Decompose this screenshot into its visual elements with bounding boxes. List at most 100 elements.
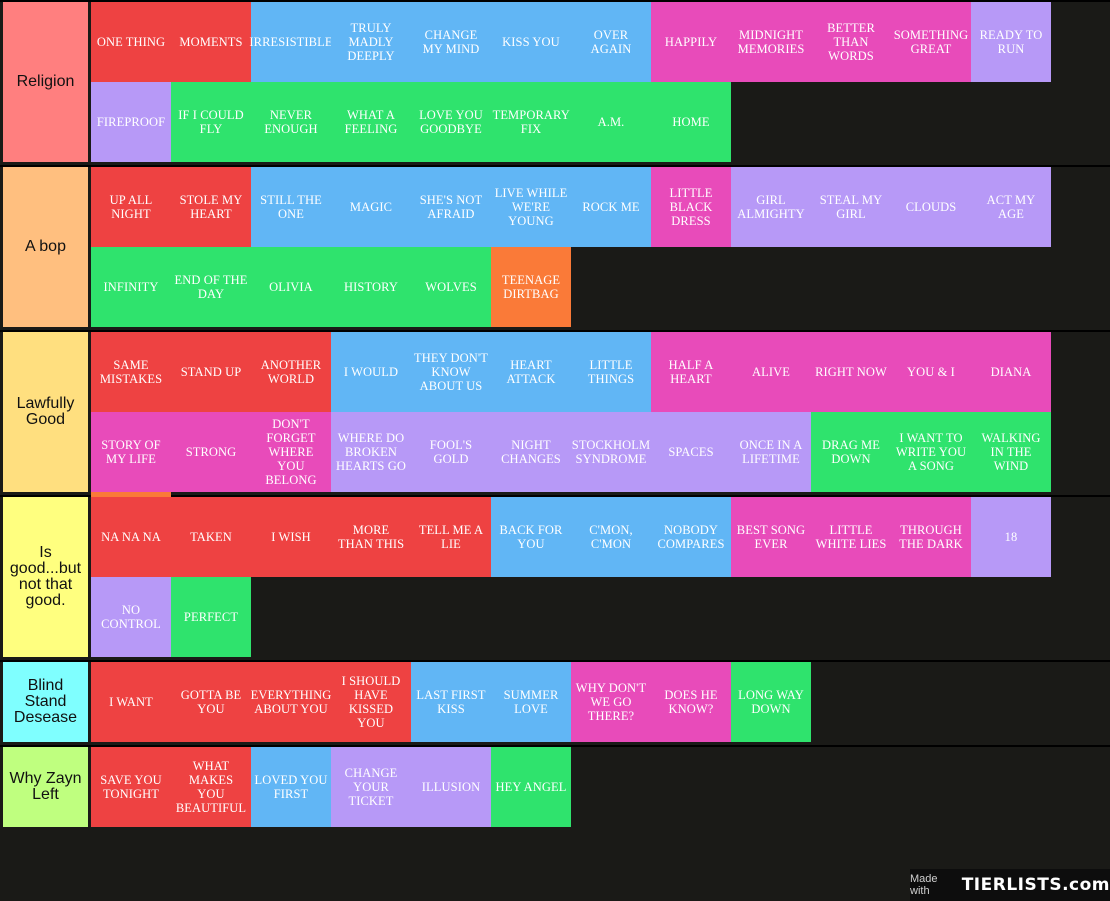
song-tile[interactable]: HOME <box>651 82 731 162</box>
song-tile[interactable]: KISS YOU <box>491 2 571 82</box>
song-tile[interactable]: INFINITY <box>91 247 171 327</box>
song-tile[interactable]: STORY OF MY LIFE <box>91 412 171 492</box>
song-tile[interactable]: LITTLE BLACK DRESS <box>651 167 731 247</box>
song-tile[interactable]: DON'T FORGET WHERE YOU BELONG <box>251 412 331 492</box>
song-tile[interactable]: BEST SONG EVER <box>731 497 811 577</box>
song-tile[interactable]: TEMPORARY FIX <box>491 82 571 162</box>
song-tile[interactable]: I WISH <box>251 497 331 577</box>
song-tile[interactable]: NIGHT CHANGES <box>491 412 571 492</box>
song-tile[interactable]: PERFECT <box>171 577 251 657</box>
song-tile[interactable]: HEART ATTACK <box>491 332 571 412</box>
tier-label[interactable]: Lawfully Good <box>3 332 88 492</box>
song-tile[interactable]: LOVE YOU GOODBYE <box>411 82 491 162</box>
song-tile[interactable]: WHY DON'T WE GO THERE? <box>571 662 651 742</box>
song-tile[interactable]: I WANT TO WRITE YOU A SONG <box>891 412 971 492</box>
song-tile[interactable]: NO CONTROL <box>91 577 171 657</box>
song-tile[interactable]: CHANGE MY MIND <box>411 2 491 82</box>
song-tile[interactable]: SUMMER LOVE <box>491 662 571 742</box>
song-tile[interactable]: A.M. <box>571 82 651 162</box>
song-tile[interactable]: ONE THING <box>91 2 171 82</box>
song-tile[interactable]: YOU & I <box>891 332 971 412</box>
song-tile[interactable]: LONG WAY DOWN <box>731 662 811 742</box>
song-tile[interactable]: CLOUDS <box>891 167 971 247</box>
song-tile[interactable]: ILLUSION <box>411 747 491 827</box>
song-tile[interactable]: READY TO RUN <box>971 2 1051 82</box>
song-tile[interactable]: LITTLE THINGS <box>571 332 651 412</box>
song-tile[interactable]: FOOL'S GOLD <box>411 412 491 492</box>
song-tile[interactable]: WOLVES <box>411 247 491 327</box>
song-tile[interactable]: GIRL ALMIGHTY <box>731 167 811 247</box>
song-tile[interactable]: IRRESISTIBLE <box>249 2 332 82</box>
song-tile[interactable]: LIVE WHILE WE'RE YOUNG <box>491 167 571 247</box>
song-tile[interactable]: THROUGH THE DARK <box>891 497 971 577</box>
song-tile[interactable]: ALIVE <box>731 332 811 412</box>
song-tile[interactable]: MOMENTS <box>171 2 251 82</box>
song-tile[interactable]: UP ALL NIGHT <box>91 167 171 247</box>
song-tile[interactable]: FIREPROOF <box>91 82 171 162</box>
song-tile[interactable]: SOMETHING GREAT <box>891 2 971 82</box>
song-tile[interactable]: GOTTA BE YOU <box>171 662 251 742</box>
tier-label[interactable]: Blind Stand Desease <box>3 662 88 742</box>
song-tile[interactable]: SPACES <box>651 412 731 492</box>
song-tile[interactable]: HEY ANGEL <box>491 747 571 827</box>
song-tile[interactable]: SAVE YOU TONIGHT <box>91 747 171 827</box>
song-tile[interactable]: NOBODY COMPARES <box>651 497 731 577</box>
song-tile[interactable]: HISTORY <box>331 247 411 327</box>
song-tile[interactable]: TELL ME A LIE <box>411 497 491 577</box>
song-tile[interactable]: WHAT A FEELING <box>331 82 411 162</box>
song-tile[interactable]: THEY DON'T KNOW ABOUT US <box>411 332 491 412</box>
song-tile[interactable]: EVERYTHING ABOUT YOU <box>251 662 331 742</box>
song-tile[interactable]: DRAG ME DOWN <box>811 412 891 492</box>
song-tile[interactable]: I WANT <box>91 662 171 742</box>
song-tile[interactable]: BETTER THAN WORDS <box>811 2 891 82</box>
song-tile[interactable]: RIGHT NOW <box>811 332 891 412</box>
song-tile[interactable]: ROCK ME <box>571 167 651 247</box>
song-tile[interactable]: STOLE MY HEART <box>171 167 251 247</box>
song-tile[interactable]: MAGIC <box>331 167 411 247</box>
song-tile[interactable]: I WOULD <box>331 332 411 412</box>
song-tile[interactable]: HAPPILY <box>651 2 731 82</box>
song-tile[interactable]: LITTLE WHITE LIES <box>811 497 891 577</box>
song-tile[interactable]: TEENAGE DIRTBAG <box>491 247 571 327</box>
song-tile[interactable]: NA NA NA <box>91 497 171 577</box>
watermark[interactable]: Made with TIERLISTS.com <box>910 869 1110 901</box>
song-tile[interactable]: OVER AGAIN <box>571 2 651 82</box>
song-tile[interactable]: ANOTHER WORLD <box>251 332 331 412</box>
song-tile[interactable]: DIANA <box>971 332 1051 412</box>
song-tile[interactable]: ONCE IN A LIFETIME <box>731 412 811 492</box>
song-tile[interactable]: DOES HE KNOW? <box>651 662 731 742</box>
song-tile[interactable]: STEAL MY GIRL <box>811 167 891 247</box>
tier-label[interactable]: Religion <box>3 2 88 162</box>
song-tile[interactable]: OLIVIA <box>251 247 331 327</box>
song-tile[interactable]: SHE'S NOT AFRAID <box>411 167 491 247</box>
song-tile[interactable]: LAST FIRST KISS <box>411 662 491 742</box>
song-tile[interactable]: WHERE DO BROKEN HEARTS GO <box>331 412 411 492</box>
tier-label[interactable]: Is good...but not that good. <box>3 497 88 657</box>
song-tile[interactable]: WHAT MAKES YOU BEAUTIFUL <box>171 747 251 827</box>
song-tile[interactable]: IF I COULD FLY <box>171 82 251 162</box>
song-tile[interactable]: STOCKHOLM SYNDROME <box>571 412 651 492</box>
song-tile[interactable]: NEVER ENOUGH <box>251 82 331 162</box>
song-tile[interactable]: CHANGE YOUR TICKET <box>331 747 411 827</box>
song-tile[interactable]: C'MON, C'MON <box>571 497 651 577</box>
song-tile[interactable]: ACT MY AGE <box>971 167 1051 247</box>
tier-label[interactable]: Why Zayn Left <box>3 747 88 827</box>
song-tile[interactable]: STRONG <box>171 412 251 492</box>
song-tile[interactable]: BACK FOR YOU <box>491 497 571 577</box>
song-tile[interactable]: MIDNIGHT MEMORIES <box>731 2 811 82</box>
song-tile[interactable]: TRULY MADLY DEEPLY <box>331 2 411 82</box>
song-tile[interactable]: STILL THE ONE <box>251 167 331 247</box>
song-tile[interactable]: MORE THAN THIS <box>331 497 411 577</box>
song-tile[interactable]: 18 <box>971 497 1051 577</box>
song-tile[interactable]: WALKING IN THE WIND <box>971 412 1051 492</box>
tier-items: SAME MISTAKES STAND UP ANOTHER WORLD I WOUL… <box>91 332 1051 572</box>
song-tile[interactable]: END OF THE DAY <box>171 247 251 327</box>
song-tile[interactable]: LOVED YOU FIRST <box>251 747 331 827</box>
song-tile[interactable]: HALF A HEART <box>651 332 731 412</box>
song-tile[interactable]: STAND UP <box>171 332 251 412</box>
song-tile[interactable]: I SHOULD HAVE KISSED YOU <box>331 662 411 742</box>
song-tile[interactable]: TAKEN <box>171 497 251 577</box>
tier-label[interactable]: A bop <box>3 167 88 327</box>
song-tile[interactable]: SAME MISTAKES <box>91 332 171 412</box>
tier-items: I WANT GOTTA BE YOU EVERYTHING ABOUT YOU I … <box>91 662 1051 742</box>
